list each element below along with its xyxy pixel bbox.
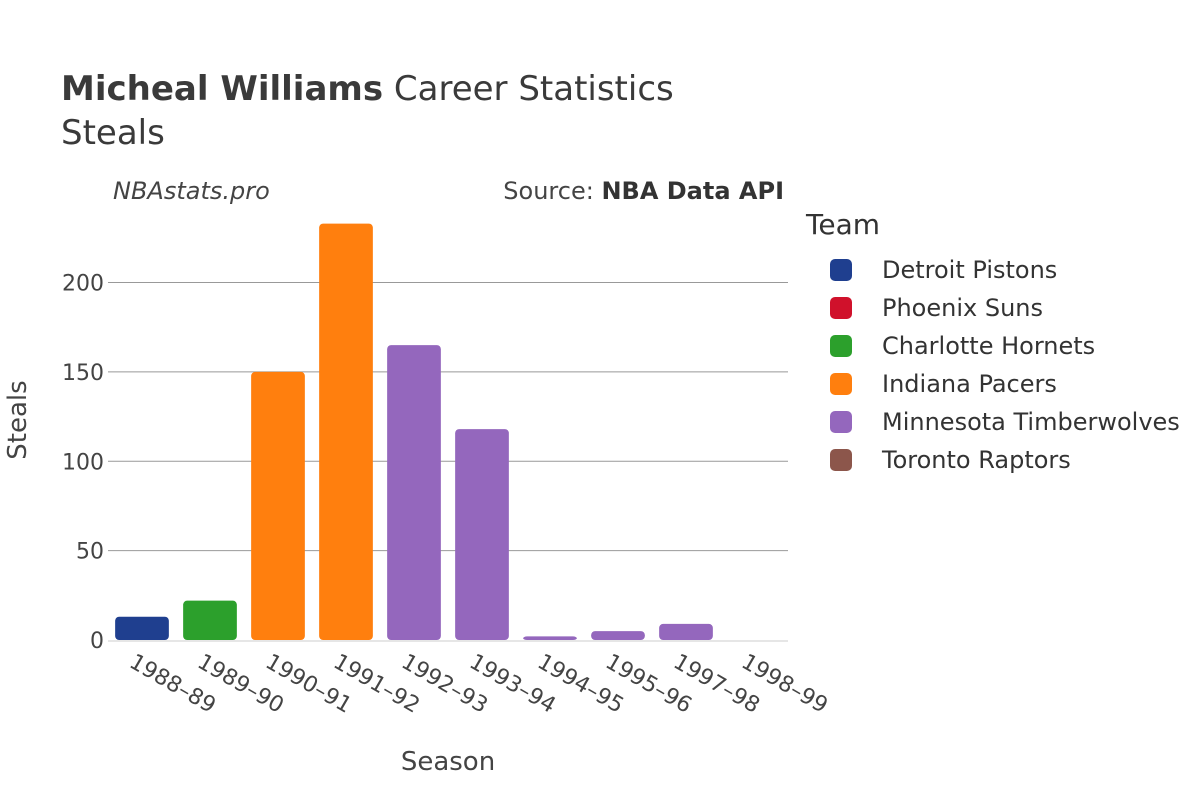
legend-item[interactable]: Minnesota Timberwolves [806,403,1180,441]
y-tick-label: 0 [90,629,104,654]
legend-swatch [830,373,852,395]
bar [183,600,237,640]
bar [659,623,713,640]
chart-subtitle: Steals [61,113,165,153]
legend-swatch [830,335,852,357]
y-tick-label: 200 [62,272,104,297]
y-tick-label: 150 [62,361,104,386]
y-axis-title: Steals [3,380,33,459]
legend-swatch [830,449,852,471]
legend-swatch [830,411,852,433]
legend-swatch [830,297,852,319]
bar [319,223,373,640]
source-prefix: Source: [503,177,602,205]
title-suffix: Career Statistics [393,69,674,109]
source-name: NBA Data API [601,177,784,205]
credit-text: NBAstats.pro [113,177,270,205]
legend: Team Detroit Pistons Phoenix Suns Charlott… [806,208,1180,479]
legend-item[interactable]: Indiana Pacers [806,365,1180,403]
bar [387,345,441,640]
legend-item[interactable]: Toronto Raptors [806,441,1180,479]
legend-label: Indiana Pacers [882,370,1057,398]
legend-label: Charlotte Hornets [882,332,1096,360]
legend-item[interactable]: Phoenix Suns [806,289,1180,327]
bar [251,371,305,640]
source-text: Source: NBA Data API [503,177,784,205]
bar [591,631,645,640]
legend-item[interactable]: Detroit Pistons [806,251,1180,289]
player-name: Micheal Williams [61,69,384,109]
legend-title: Team [806,208,881,241]
legend-swatch [830,259,852,281]
x-axis-title: Season [401,747,495,777]
y-tick-label: 50 [76,540,104,565]
bar [115,616,169,640]
legend-item[interactable]: Charlotte Hornets [806,327,1180,365]
bar [455,429,509,640]
legend-label: Detroit Pistons [882,256,1058,284]
legend-label: Toronto Raptors [882,446,1071,474]
y-tick-label: 100 [62,450,104,475]
legend-label: Minnesota Timberwolves [882,408,1180,436]
legend-label: Phoenix Suns [882,294,1044,322]
bar [523,636,577,640]
chart-title: Micheal Williams Career Statistics [61,68,674,110]
